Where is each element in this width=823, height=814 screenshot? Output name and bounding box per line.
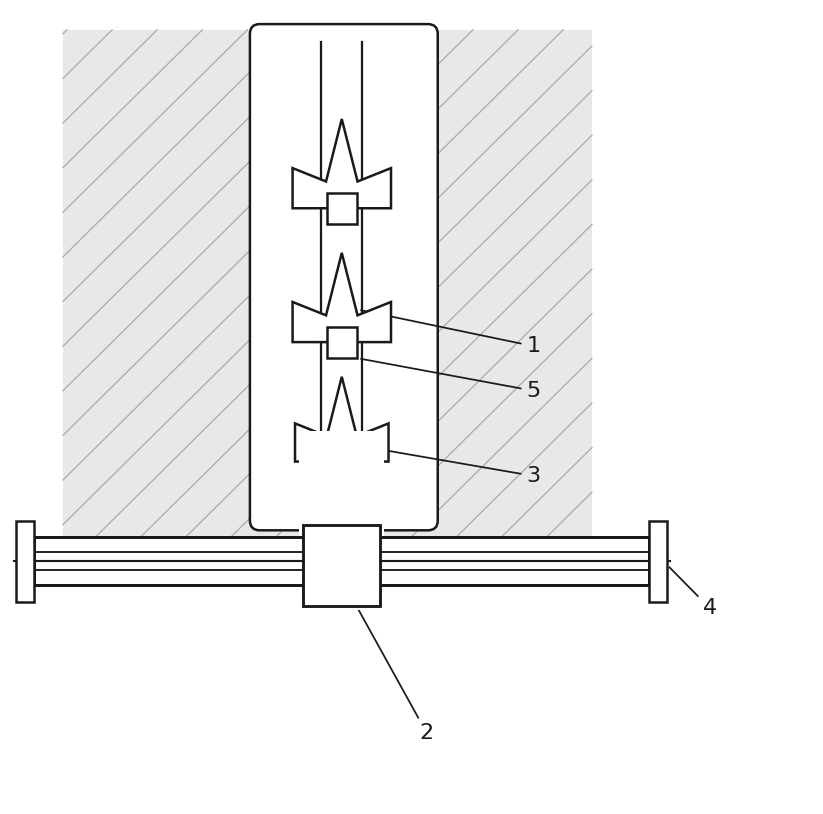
Bar — [355, 464, 373, 513]
Bar — [63, 30, 592, 536]
Text: 5: 5 — [361, 359, 541, 400]
Text: 2: 2 — [356, 604, 434, 743]
Bar — [299, 431, 384, 610]
Text: 4: 4 — [669, 567, 717, 618]
Bar — [16, 521, 35, 602]
Polygon shape — [292, 253, 391, 342]
Bar — [327, 326, 356, 357]
Bar — [35, 536, 649, 585]
Text: 3: 3 — [349, 444, 541, 486]
Text: 1: 1 — [537, 562, 622, 592]
Bar — [35, 536, 649, 585]
Bar — [310, 464, 328, 513]
Bar — [649, 521, 667, 602]
Bar — [303, 525, 380, 606]
Bar — [327, 193, 356, 224]
Text: 1: 1 — [361, 310, 541, 357]
FancyBboxPatch shape — [250, 24, 438, 530]
Polygon shape — [292, 119, 391, 208]
Polygon shape — [295, 377, 388, 462]
